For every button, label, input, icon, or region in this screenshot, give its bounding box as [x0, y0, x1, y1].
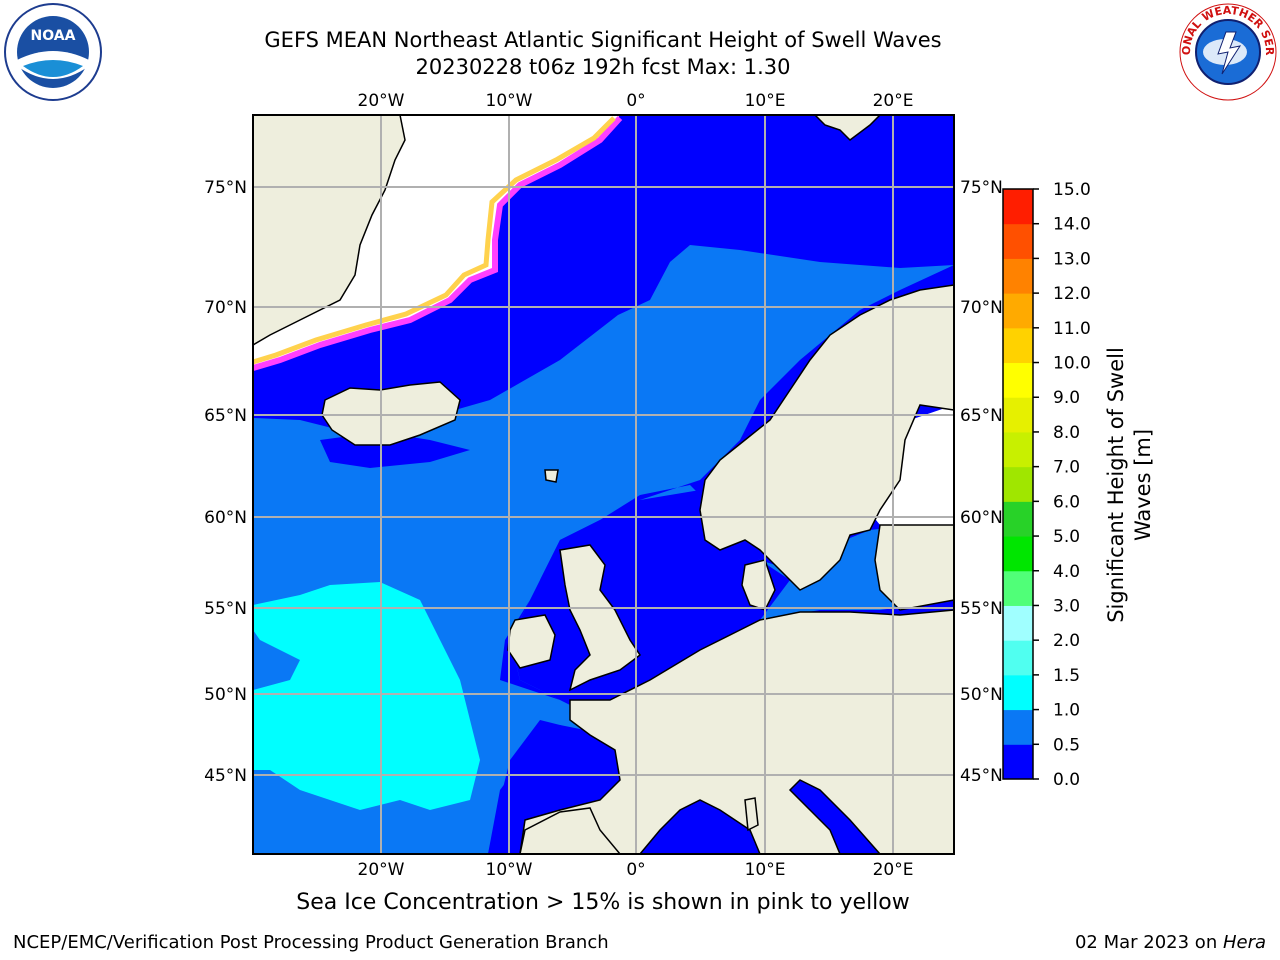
lat-tick-left: 75°N [204, 178, 247, 198]
land-great-britain [559, 544, 642, 692]
map-area [253, 115, 954, 854]
land-svalbard [813, 115, 882, 141]
sea-ice-note: Sea Ice Concentration > 15% is shown in … [296, 890, 910, 915]
lat-tick-right: 50°N [960, 685, 1003, 705]
lat-tick-right: 75°N [960, 178, 1003, 198]
colorbar-tick-label: 2.0 [1053, 631, 1080, 651]
footer-date: 02 Mar 2023 on [1074, 932, 1223, 953]
lon-tick-top: 20°E [873, 91, 914, 111]
footer-host: Hera [1222, 932, 1266, 953]
lat-tick-right: 45°N [960, 766, 1003, 786]
colorbar-label-line2: Waves [m] [1131, 429, 1155, 541]
footer-branch: NCEP/EMC/Verification Post Processing Pr… [13, 932, 609, 953]
colorbar-bin [1003, 362, 1033, 398]
chart-subtitle: 20230228 t06z 192h fcst Max: 1.30 [415, 55, 791, 79]
colorbar-bin [1003, 536, 1033, 572]
colorbar-tick-label: 13.0 [1053, 249, 1091, 269]
colorbar-tick-label: 5.0 [1053, 527, 1080, 547]
lat-tick-right: 70°N [960, 298, 1003, 318]
chart-title: GEFS MEAN Northeast Atlantic Significant… [264, 28, 942, 52]
ice-edge-greenland-yellow [253, 116, 616, 365]
nws-logo: NATIONAL WEATHER SERVICE [1178, 2, 1277, 101]
colorbar-bin [1003, 258, 1033, 294]
colorbar-tick-label: 10.0 [1053, 354, 1091, 374]
gridlines [253, 115, 954, 854]
lat-tick-left: 70°N [204, 298, 247, 318]
colorbar-bin [1003, 709, 1033, 745]
lon-tick-bottom: 10°W [486, 860, 533, 880]
colorbar-bin [1003, 466, 1033, 502]
colorbar-tick-label: 8.0 [1053, 423, 1080, 443]
lat-tick-left: 50°N [204, 685, 247, 705]
colorbar-tick-label: 0.5 [1053, 735, 1080, 755]
colorbar-ticks: 0.0 0.5 1.0 1.5 2.0 3.0 4.0 5.0 6.0 7.0 8.0 9.0 10.0… [1033, 180, 1091, 790]
colorbar-tick-label: 3.0 [1053, 596, 1080, 616]
land-sweden-finland-east [874, 524, 954, 611]
colorbar-bin [1003, 223, 1033, 259]
lat-tick-left: 45°N [204, 766, 247, 786]
lat-tick-right: 60°N [960, 508, 1003, 528]
lon-ticks-bottom: 20°W 10°W 0° 10°E 20°E [358, 860, 914, 880]
lat-tick-right: 65°N [960, 406, 1003, 426]
noaa-logo-text: NOAA [31, 28, 76, 44]
lat-tick-right: 55°N [960, 599, 1003, 619]
colorbar [1002, 188, 1034, 780]
colorbar-bin [1003, 640, 1033, 676]
colorbar-label-line1: Significant Height of Swell [1104, 347, 1128, 623]
colorbar-tick-label: 1.5 [1053, 666, 1080, 686]
colorbar-bin [1003, 501, 1033, 537]
colorbar-tick-label: 6.0 [1053, 492, 1080, 512]
colorbar-tick-label: 12.0 [1053, 284, 1091, 304]
lat-ticks-left: 75°N 70°N 65°N 60°N 55°N 50°N 45°N [204, 178, 247, 786]
lon-ticks-top: 20°W 10°W 0° 10°E 20°E [358, 91, 914, 111]
lon-tick-top: 10°W [486, 91, 533, 111]
colorbar-tick-label: 4.0 [1053, 562, 1080, 582]
colorbar-bin [1003, 744, 1033, 780]
colorbar-tick-label: 1.0 [1053, 701, 1080, 721]
lat-tick-left: 55°N [204, 599, 247, 619]
colorbar-bin [1003, 674, 1033, 711]
lat-tick-left: 65°N [204, 406, 247, 426]
noaa-logo: NOAA [4, 3, 102, 101]
land-faroes [544, 469, 559, 483]
colorbar-bin [1003, 189, 1033, 225]
colorbar-tick-label: 0.0 [1053, 770, 1080, 790]
land-corsica [744, 797, 759, 832]
lon-tick-top: 10°E [745, 91, 786, 111]
land-greenland [253, 115, 406, 346]
lon-tick-bottom: 20°W [358, 860, 405, 880]
colorbar-tick-label: 14.0 [1053, 215, 1091, 235]
ice-edge-greenland [253, 115, 623, 371]
lon-tick-top: 20°W [358, 91, 405, 111]
lat-ticks-right: 75°N 70°N 65°N 60°N 55°N 50°N 45°N [960, 178, 1003, 786]
colorbar-bin [1003, 431, 1033, 468]
high-swell-west [253, 582, 480, 810]
lon-tick-bottom: 10°E [745, 860, 786, 880]
lon-tick-bottom: 0° [626, 860, 645, 880]
colorbar-bin [1003, 397, 1033, 433]
land-iberia-west [519, 807, 621, 854]
colorbar-tick-label: 9.0 [1053, 388, 1080, 408]
lat-tick-left: 60°N [204, 508, 247, 528]
colorbar-bin [1003, 605, 1033, 641]
land-scandinavia [699, 284, 954, 591]
colorbar-bin [1003, 570, 1033, 606]
lon-tick-bottom: 20°E [873, 860, 914, 880]
colorbar-frame [1002, 188, 1034, 780]
colorbar-tick-label: 11.0 [1053, 319, 1091, 339]
footer-date-host: 02 Mar 2023 on Hera [1075, 932, 1266, 953]
colorbar-bin [1003, 327, 1033, 364]
colorbar-tick-label: 7.0 [1053, 458, 1080, 478]
land-ireland [507, 614, 556, 669]
colorbar-bin [1003, 293, 1033, 329]
colorbar-tick-label: 15.0 [1053, 180, 1091, 200]
map-frame [252, 114, 955, 855]
land-continental-europe [519, 609, 954, 854]
lon-tick-top: 0° [626, 91, 645, 111]
